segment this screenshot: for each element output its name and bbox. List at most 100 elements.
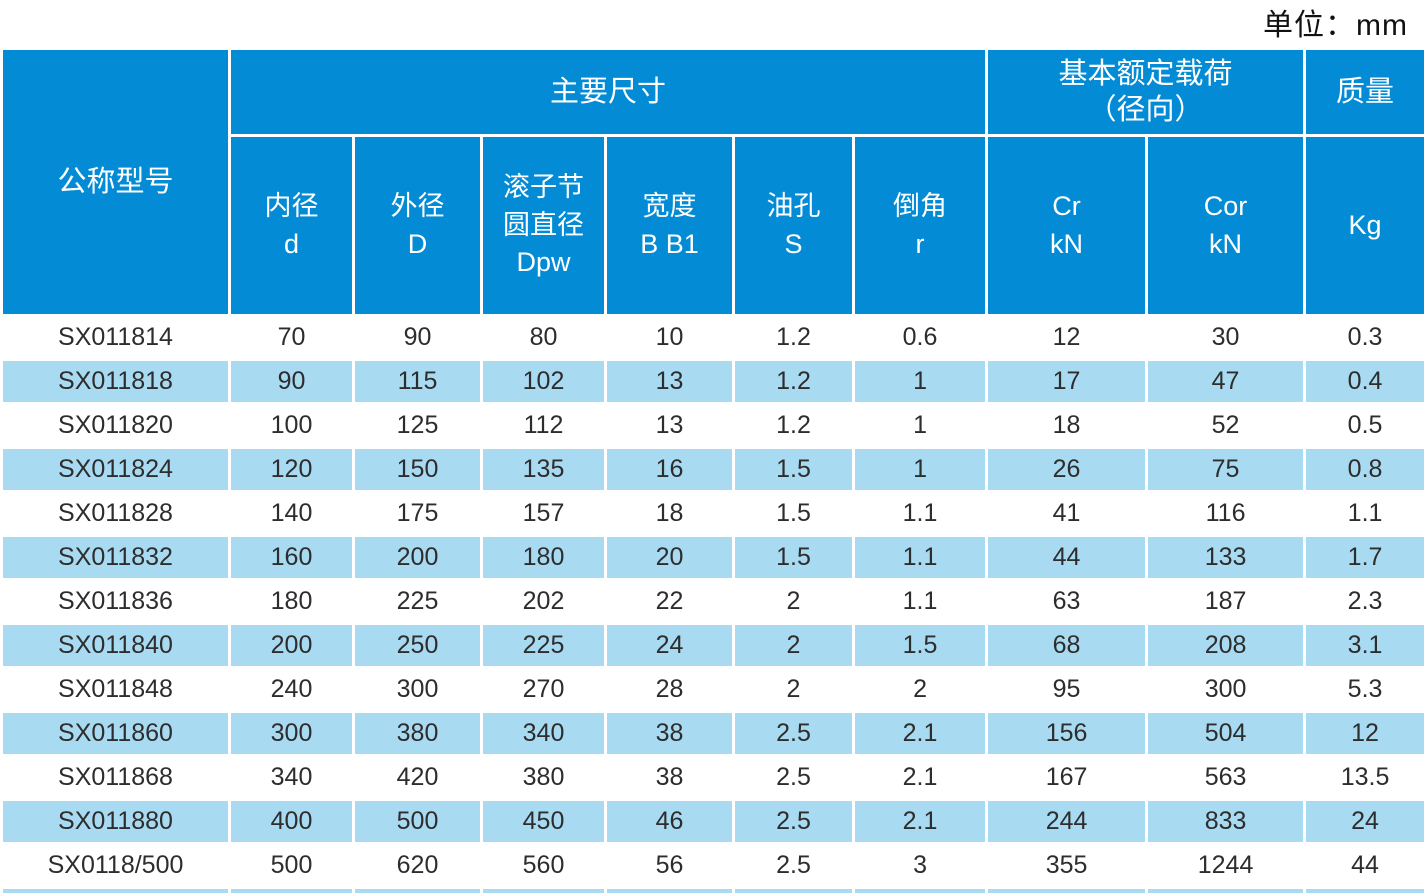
- table-row: SX011828 140 175 157 18 1.5 1.1 41 116 1.1: [0, 490, 1424, 537]
- header-basic-load: 基本额定载荷 （径向）: [985, 47, 1307, 137]
- header-chamfer-l2: r: [915, 228, 925, 259]
- cell-chamfer-r: 1: [851, 358, 989, 405]
- cell-outer-D: 90: [352, 314, 483, 361]
- cell-bore-d: 160: [228, 534, 355, 581]
- header-mass-label: 质量: [1336, 75, 1395, 108]
- header-pitch-l3: Dpw: [516, 247, 571, 278]
- cell-cr-kn: 18: [985, 402, 1149, 449]
- header-width-l2: B B1: [640, 228, 699, 259]
- cell-mass-kg: 13.5: [1303, 754, 1424, 801]
- table-row: SX011848 240 300 270 28 2 2 95 300 5.3: [0, 666, 1424, 713]
- cell-pitch-Dpw: 340: [480, 710, 607, 757]
- cell-cr-kn: 17: [985, 358, 1149, 405]
- cell-pitch-Dpw: 112: [480, 402, 607, 449]
- cell-pitch-Dpw: 180: [480, 534, 607, 581]
- cell-width-B: 13: [604, 358, 735, 405]
- cell-cor-kn: 30: [1145, 314, 1307, 361]
- header-model-label: 公称型号: [57, 165, 174, 198]
- cell-mass-kg: 44: [1303, 842, 1424, 889]
- header-group-row: 公称型号 主要尺寸 基本额定载荷 （径向） 质量: [0, 47, 1424, 317]
- cell-pitch-Dpw: 560: [480, 842, 607, 889]
- cell-oil-hole-S: 2: [732, 622, 855, 669]
- cell-chamfer-r: 2: [851, 666, 989, 713]
- cell-width-B: 24: [604, 622, 735, 669]
- cell-cor-kn: 133: [1145, 534, 1307, 581]
- cell-mass-kg: 5.3: [1303, 666, 1424, 713]
- cell-mass-kg: 2.3: [1303, 578, 1424, 625]
- cell-outer-D: 115: [352, 358, 483, 405]
- cell-pitch-Dpw: 450: [480, 798, 607, 845]
- cell-chamfer-r: 0.6: [851, 314, 989, 361]
- cell-model: SX011828: [0, 490, 231, 537]
- header-bore-l2: d: [283, 228, 300, 259]
- cell-bore-d: 400: [228, 798, 355, 845]
- cell-cor-kn: 52: [1145, 402, 1307, 449]
- cell-outer-D: 380: [352, 710, 483, 757]
- header-basic-load-line2: （径向）: [1087, 94, 1204, 126]
- header-cr: Cr kN: [985, 134, 1149, 317]
- table-row: SX011880 400 500 450 46 2.5 2.1 244 833 24: [0, 798, 1424, 845]
- cell-cr-kn: 26: [985, 446, 1149, 493]
- cell-oil-hole-S: 1.2: [732, 402, 855, 449]
- header-kg: Kg: [1303, 134, 1424, 317]
- cell-outer-D: 420: [352, 754, 483, 801]
- cell-width-B: 13: [604, 402, 735, 449]
- cell-cor-kn: 563: [1145, 754, 1307, 801]
- cell-mass-kg: 0.4: [1303, 358, 1424, 405]
- cell-cor-kn: 504: [1145, 710, 1307, 757]
- cell-width-B: [604, 886, 735, 893]
- cell-pitch-Dpw: 202: [480, 578, 607, 625]
- cell-width-B: 20: [604, 534, 735, 581]
- cell-bore-d: 200: [228, 622, 355, 669]
- cell-cr-kn: 95: [985, 666, 1149, 713]
- cell-model: SX011836: [0, 578, 231, 625]
- cell-model: SX011814: [0, 314, 231, 361]
- header-chamfer-l1: 倒角: [893, 190, 948, 221]
- header-width: 宽度 B B1: [604, 134, 735, 317]
- cell-cr-kn: 156: [985, 710, 1149, 757]
- cell-outer-D: 620: [352, 842, 483, 889]
- cell-bore-d: 180: [228, 578, 355, 625]
- bearing-spec-table: 公称型号 主要尺寸 基本额定载荷 （径向） 质量 内径 d: [0, 47, 1424, 893]
- header-chamfer: 倒角 r: [851, 134, 989, 317]
- cell-model: SX011868: [0, 754, 231, 801]
- cell-bore-d: 120: [228, 446, 355, 493]
- cell-oil-hole-S: [732, 886, 855, 893]
- table-row: SX011814 70 90 80 10 1.2 0.6 12 30 0.3: [0, 314, 1424, 361]
- cell-model: SX011860: [0, 710, 231, 757]
- cell-mass-kg: 0.3: [1303, 314, 1424, 361]
- table-header: 公称型号 主要尺寸 基本额定载荷 （径向） 质量 内径 d: [0, 47, 1424, 317]
- cell-width-B: 38: [604, 710, 735, 757]
- table-row: SX011818 90 115 102 13 1.2 1 17 47 0.4: [0, 358, 1424, 405]
- header-main-dimensions-label: 主要尺寸: [550, 75, 667, 108]
- cell-bore-d: 70: [228, 314, 355, 361]
- header-cor-l2: kN: [1209, 228, 1243, 259]
- cell-width-B: 28: [604, 666, 735, 713]
- cell-width-B: 22: [604, 578, 735, 625]
- cell-outer-D: 225: [352, 578, 483, 625]
- cell-oil-hole-S: 1.5: [732, 490, 855, 537]
- cell-bore-d: 140: [228, 490, 355, 537]
- table-row: SX011836 180 225 202 22 2 1.1 63 187 2.3: [0, 578, 1424, 625]
- header-pitch-l1: 滚子节: [503, 171, 584, 202]
- table-row: SX011868 340 420 380 38 2.5 2.1 167 563 13.5: [0, 754, 1424, 801]
- cell-bore-d: [228, 886, 355, 893]
- cell-oil-hole-S: 1.2: [732, 314, 855, 361]
- cell-mass-kg: 12: [1303, 710, 1424, 757]
- cell-model: SX011880: [0, 798, 231, 845]
- cell-outer-D: 150: [352, 446, 483, 493]
- cell-cor-kn: 833: [1145, 798, 1307, 845]
- cell-model: SX011818: [0, 358, 231, 405]
- cell-oil-hole-S: 1.5: [732, 446, 855, 493]
- header-bore-diameter: 内径 d: [228, 134, 355, 317]
- cell-width-B: 18: [604, 490, 735, 537]
- header-cr-l2: kN: [1050, 228, 1084, 259]
- header-cor: Cor kN: [1145, 134, 1307, 317]
- cell-outer-D: [352, 886, 483, 893]
- cell-outer-D: 175: [352, 490, 483, 537]
- table-body: SX011814 70 90 80 10 1.2 0.6 12 30 0.3 SX011818 90 1…: [0, 314, 1424, 893]
- table-row: SX011840 200 250 225 24 2 1.5 68 208 3.1: [0, 622, 1424, 669]
- cell-pitch-Dpw: 157: [480, 490, 607, 537]
- cell-bore-d: 340: [228, 754, 355, 801]
- cell-bore-d: 100: [228, 402, 355, 449]
